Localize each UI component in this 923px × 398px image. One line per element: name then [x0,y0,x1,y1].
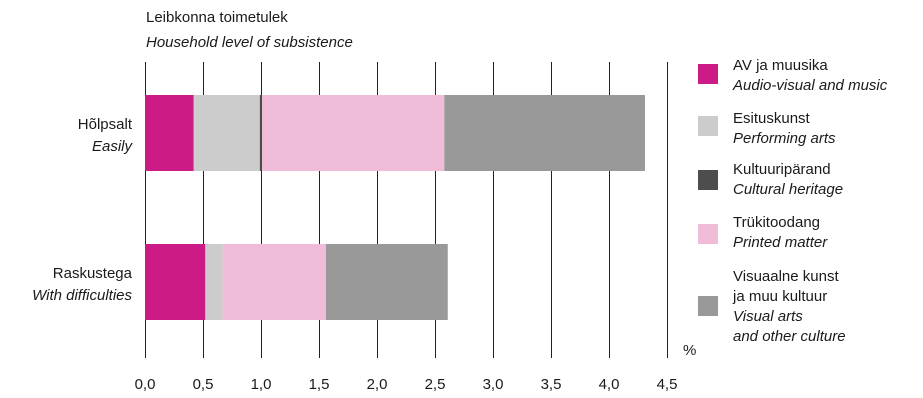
bar-segment [259,95,263,171]
legend-label: Visuaalne kunst [733,268,839,285]
legend-label-en: Performing arts [733,130,836,147]
legend-label: Kultuuripärand [733,161,831,178]
legend-label: AV ja muusika [733,57,828,74]
x-tick-label: 3,0 [483,376,504,393]
bar-segment [444,95,645,171]
bar-segment [145,244,206,320]
legend-swatch [698,116,718,136]
legend-label-en: and other culture [733,328,846,345]
category-label: Raskustega [53,265,133,282]
legend-label: ja muu kultuur [732,288,827,305]
bar-segment [205,244,223,320]
x-tick-label: 2,5 [425,376,446,393]
legend-swatch [698,170,718,190]
category-label: Hõlpsalt [78,116,133,133]
legend-swatch [698,296,718,316]
legend-label: Esituskunst [733,110,811,127]
x-tick-label: 4,5 [657,376,678,393]
x-tick-label: 0,5 [193,376,214,393]
legend-label-en: Visual arts [733,308,803,325]
chart-title: Leibkonna toimetulek [146,9,288,26]
x-tick-labels: 0,0 0,5 1,0 1,5 2,0 2,5 3,0 3,5 4,0 4,5 [135,376,678,393]
category-labels: Hõlpsalt Easily Raskustega With difficultie… [32,116,133,304]
x-tick-label: 3,5 [541,376,562,393]
x-tick-label: 2,0 [367,376,388,393]
bars [145,95,645,320]
legend-swatch [698,64,718,84]
legend-label-en: Cultural heritage [733,181,843,198]
legend-label-en: Printed matter [733,234,828,251]
x-tick-label: 4,0 [599,376,620,393]
bar-segment [145,95,194,171]
x-tick-label: 1,0 [251,376,272,393]
bar-segment [193,95,260,171]
legend: AV ja muusika Audio-visual and music Esitu… [698,57,888,345]
x-tick-label: 1,5 [309,376,330,393]
legend-label: Trükitoodang [733,214,820,231]
category-label-en: With difficulties [32,287,132,304]
x-axis-unit: % [683,342,696,359]
legend-swatch [698,224,718,244]
bar-segment [325,244,448,320]
category-label-en: Easily [92,138,134,155]
legend-label-en: Audio-visual and music [732,77,888,94]
chart-subtitle: Household level of subsistence [146,34,353,51]
x-tick-label: 0,0 [135,376,156,393]
bar-segment [222,244,326,320]
bar-segment [262,95,445,171]
